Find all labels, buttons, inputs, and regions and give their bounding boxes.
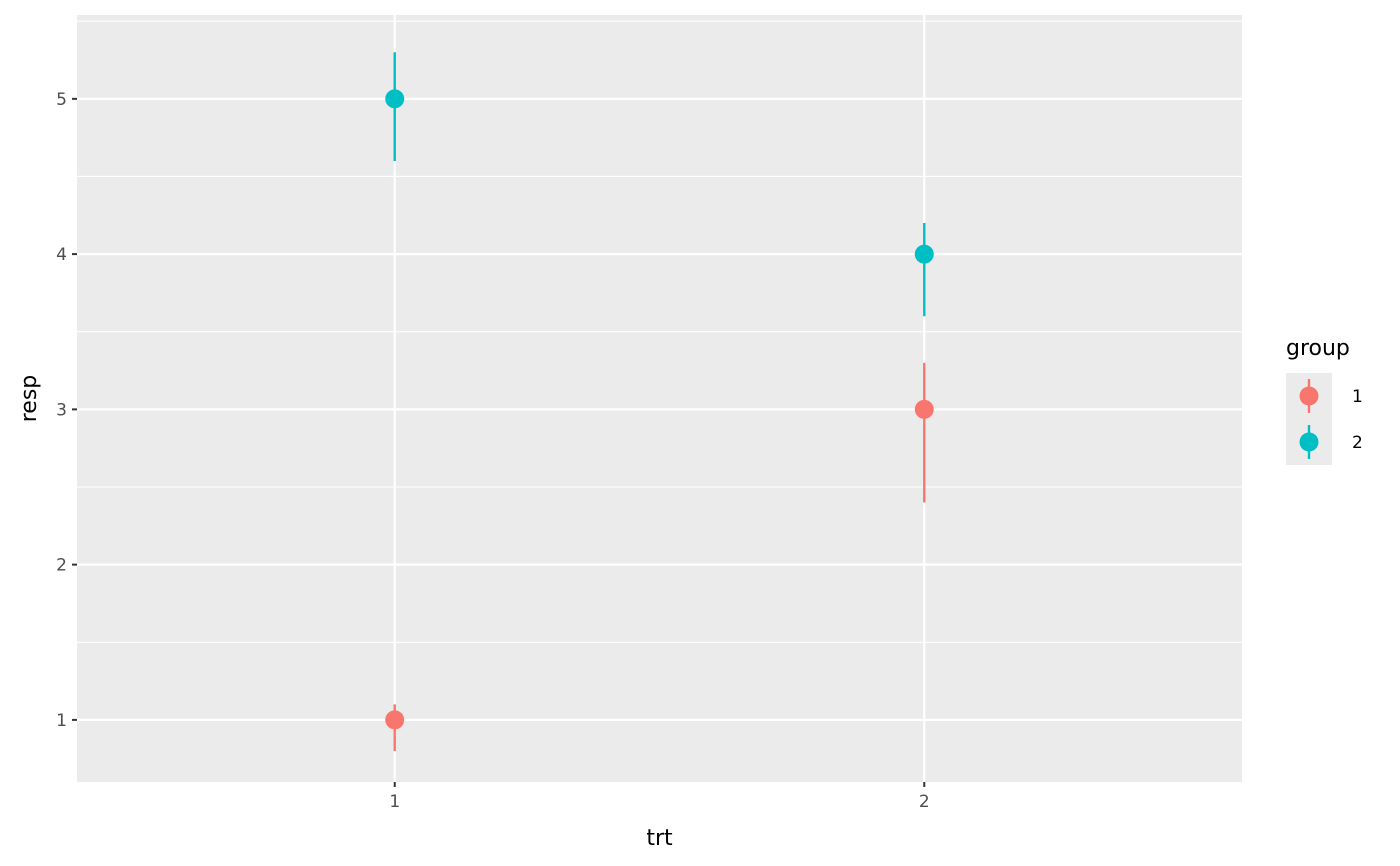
plot-panel [77, 15, 1242, 782]
x-tick-label: 1 [389, 792, 400, 812]
point-series-1 [385, 710, 405, 730]
x-tick-label: 2 [919, 792, 930, 812]
legend-label: 1 [1352, 387, 1363, 407]
legend-label: 2 [1352, 433, 1363, 453]
legend-key-point [1299, 432, 1319, 452]
y-tick-label: 4 [56, 245, 67, 265]
y-tick-label: 2 [56, 556, 67, 576]
y-axis: 1 2 3 4 5 [56, 90, 77, 731]
data-marks [385, 52, 934, 751]
legend: group 12 [1286, 336, 1363, 465]
legend-items: 12 [1299, 379, 1363, 459]
minor-gridlines [77, 20, 1242, 643]
point-series-1 [914, 399, 934, 419]
y-axis-title: resp [17, 375, 42, 423]
point-series-2 [914, 244, 934, 264]
y-tick-label: 1 [56, 711, 67, 731]
y-tick-label: 5 [56, 90, 67, 110]
x-axis-title: trt [646, 826, 673, 851]
legend-title: group [1286, 336, 1350, 361]
point-series-2 [385, 89, 405, 109]
y-tick-label: 3 [56, 400, 67, 420]
legend-key-point [1299, 386, 1319, 406]
